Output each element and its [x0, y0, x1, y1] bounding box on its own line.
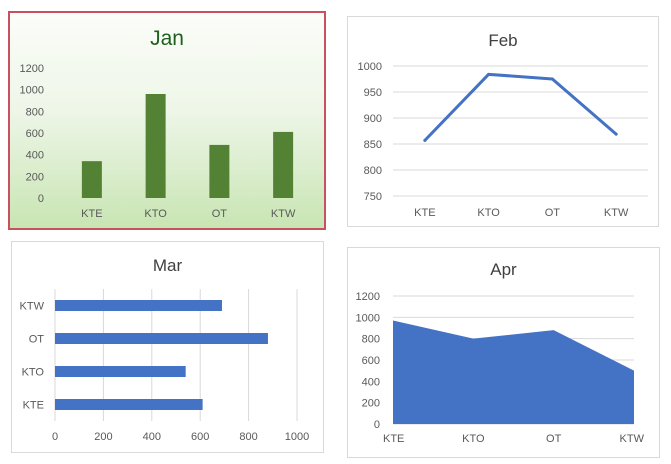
- bar-ot: [209, 144, 230, 198]
- y-tick-label: 750: [364, 191, 382, 203]
- y-tick-label: 400: [26, 150, 44, 162]
- y-tick-label: KTO: [22, 367, 45, 379]
- apr-area-chart: 0 200 400 600 800 1000 1200 KTE KTO OT KTW: [356, 291, 645, 445]
- y-tick-label: 400: [362, 376, 380, 388]
- x-tick-label: KTE: [383, 433, 404, 445]
- chart-panel-apr[interactable]: Apr 0 200 400 600 800 1000 1200 KTE KTO OT KTW: [347, 247, 660, 458]
- y-tick-label: 800: [364, 165, 382, 177]
- y-tick-label: 800: [26, 106, 44, 118]
- x-tick-label: OT: [545, 207, 561, 219]
- x-tick-label: 400: [143, 431, 161, 443]
- y-tick-label: 0: [374, 419, 380, 431]
- x-tick-label: KTO: [144, 208, 167, 220]
- jan-bar-chart: 0 200 400 600 800 1000 1200 KTE KTO OT KTW: [20, 63, 296, 220]
- y-tick-label: KTW: [20, 301, 45, 313]
- y-tick-label: 1000: [356, 312, 380, 324]
- y-tick-label: 1200: [356, 291, 380, 303]
- chart-panel-jan[interactable]: Jan 0 200 400 600 800 1000 1200 KTE KTO OT KTW: [8, 11, 326, 230]
- y-tick-label: 1000: [20, 85, 44, 97]
- y-tick-label: 850: [364, 139, 382, 151]
- bar-kte: [81, 161, 102, 198]
- y-tick-label: 950: [364, 87, 382, 99]
- x-tick-label: KTO: [477, 207, 500, 219]
- x-tick-label: OT: [546, 433, 562, 445]
- bar-kte: [55, 399, 203, 410]
- x-tick-label: KTE: [414, 207, 435, 219]
- chart-title: Mar: [152, 256, 183, 275]
- y-tick-label: 900: [364, 113, 382, 125]
- mar-horizontal-bar-chart: 0 200 400 600 800 1000 KTE KTO OT KTW: [20, 289, 309, 443]
- y-tick-label: 600: [362, 355, 380, 367]
- x-tick-label: 0: [52, 431, 58, 443]
- x-tick-label: KTO: [462, 433, 485, 445]
- feb-line-chart: 750 800 850 900 950 1000 KTE KTO OT KTW: [358, 61, 648, 219]
- y-tick-label: 200: [362, 398, 380, 410]
- chart-title: Jan: [150, 27, 184, 50]
- bar-ktw: [273, 131, 294, 198]
- y-tick-label: 600: [26, 128, 44, 140]
- series-line: [423, 72, 618, 142]
- chart-title: Feb: [488, 31, 518, 50]
- y-tick-label: 800: [362, 334, 380, 346]
- x-tick-label: 1000: [285, 431, 309, 443]
- x-tick-label: KTE: [81, 208, 102, 220]
- chart-title: Apr: [490, 260, 517, 279]
- y-tick-label: 200: [26, 171, 44, 183]
- chart-panel-feb[interactable]: Feb 750 800 850 900 950 1000 KTE KTO OT KTW: [347, 16, 659, 227]
- x-tick-label: KTW: [620, 433, 645, 445]
- y-tick-label: KTE: [23, 400, 44, 412]
- x-tick-label: 600: [191, 431, 209, 443]
- bar-kto: [55, 366, 186, 377]
- y-tick-label: 0: [38, 193, 44, 205]
- bar-ktw: [55, 300, 222, 311]
- point-ktw: [614, 132, 618, 136]
- y-tick-label: 1200: [20, 63, 44, 75]
- chart-panel-mar[interactable]: Mar 0 200 400 600 800 1000 KTE KTO OT KTW: [11, 241, 324, 453]
- x-tick-label: OT: [212, 208, 228, 220]
- bar-ot: [55, 333, 268, 344]
- series-area: [393, 320, 634, 424]
- point-ot: [550, 77, 554, 81]
- point-kto: [487, 72, 491, 76]
- x-tick-label: 800: [239, 431, 257, 443]
- y-tick-label: 1000: [358, 61, 382, 73]
- x-tick-label: KTW: [271, 208, 296, 220]
- y-tick-label: OT: [29, 334, 45, 346]
- bar-kto: [145, 94, 166, 198]
- x-tick-label: 200: [94, 431, 112, 443]
- point-kte: [423, 138, 427, 142]
- x-tick-label: KTW: [604, 207, 629, 219]
